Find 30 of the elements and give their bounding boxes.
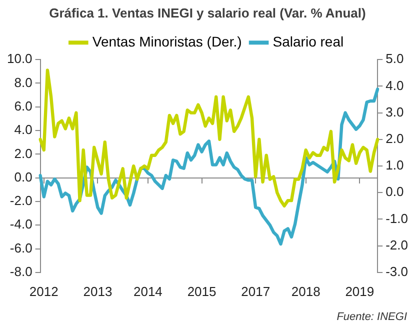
x-tick-label: 2014: [133, 284, 162, 299]
y2-tick-label: 0.0: [386, 184, 404, 200]
y-tick-label: 10.0: [6, 51, 32, 66]
y2-tick-label: -1.0: [386, 210, 408, 226]
y2-tick-label: 2.0: [386, 130, 404, 146]
x-tick-label: 2012: [29, 284, 58, 299]
y-tick-label: 8.0: [14, 74, 32, 90]
chart-title: Gráfica 1. Ventas INEGI y salario real (Var. % Anual): [49, 5, 366, 20]
x-tick-label: 2013: [83, 284, 112, 299]
y-tick-label: 6.0: [14, 98, 32, 114]
source-note: Fuente: INEGI: [336, 311, 407, 323]
y-tick-label: 4.0: [14, 122, 32, 138]
y2-tick-label: -2.0: [386, 237, 408, 252]
x-tick-label: 2015: [187, 284, 216, 299]
legend-label: Salario real: [272, 33, 344, 50]
legend-label: Ventas Minoristas (Der.): [92, 33, 242, 50]
y-tick-label: -2.0: [10, 193, 32, 208]
y-tick-label: -4.0: [10, 216, 32, 232]
y2-tick-label: -3.0: [386, 264, 408, 279]
y2-tick-label: 5.0: [386, 51, 404, 66]
y2-tick-label: 3.0: [386, 104, 404, 120]
y2-tick-label: 4.0: [386, 78, 404, 93]
x-tick-label: 2019: [345, 284, 374, 299]
y2-tick-label: 1.0: [386, 158, 404, 173]
x-tick-label: 2017: [241, 284, 270, 299]
y-tick-label: -6.0: [10, 240, 32, 256]
y-tick-label: 0.0: [14, 169, 32, 184]
y-tick-label: -8.0: [10, 264, 32, 279]
y-tick-label: 2.0: [14, 146, 32, 161]
x-tick-label: 2018: [291, 284, 320, 299]
